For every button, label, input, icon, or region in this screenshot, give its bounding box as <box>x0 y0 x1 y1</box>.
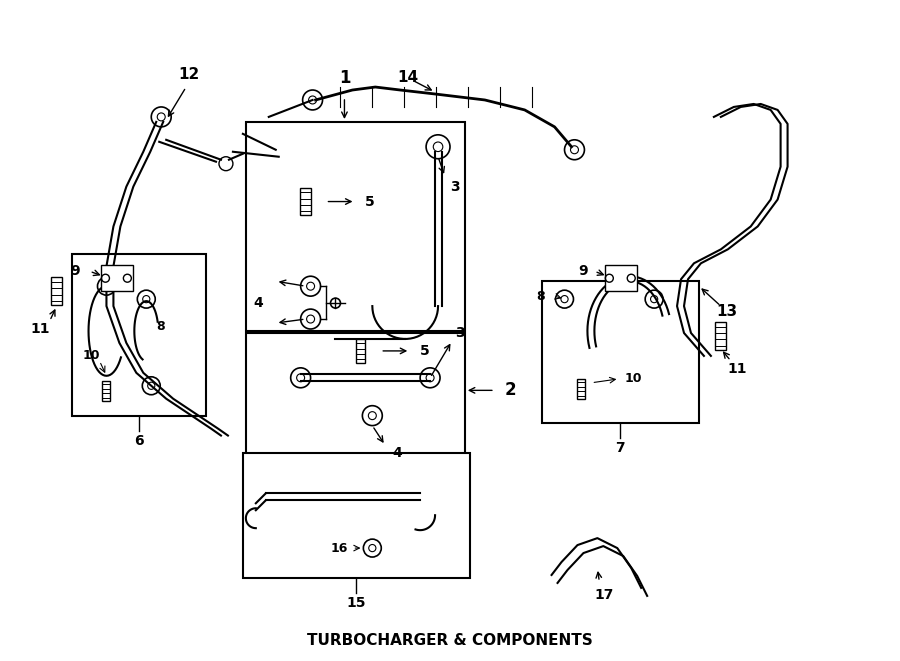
Text: 10: 10 <box>83 350 100 362</box>
Bar <box>246 333 465 461</box>
Text: 6: 6 <box>134 434 144 447</box>
Text: 5: 5 <box>420 344 430 358</box>
Text: 8: 8 <box>157 319 165 332</box>
FancyBboxPatch shape <box>102 265 133 291</box>
FancyBboxPatch shape <box>606 265 637 291</box>
Text: 4: 4 <box>392 446 402 461</box>
Bar <box>72 254 206 416</box>
Bar <box>243 453 470 578</box>
Bar <box>542 281 699 422</box>
Text: 2: 2 <box>505 381 517 399</box>
Text: 14: 14 <box>398 69 418 85</box>
FancyBboxPatch shape <box>356 339 365 363</box>
Text: 11: 11 <box>30 322 50 336</box>
Text: 7: 7 <box>616 440 625 455</box>
Text: 3: 3 <box>450 180 460 194</box>
Bar <box>246 122 465 331</box>
Text: 16: 16 <box>331 541 348 555</box>
Text: 9: 9 <box>578 264 588 278</box>
Text: 13: 13 <box>716 303 737 319</box>
Text: 11: 11 <box>727 362 746 376</box>
FancyBboxPatch shape <box>578 379 585 399</box>
Text: 4: 4 <box>253 296 263 310</box>
Text: 9: 9 <box>70 264 79 278</box>
Text: 12: 12 <box>178 67 200 81</box>
FancyBboxPatch shape <box>51 277 62 305</box>
Text: 10: 10 <box>625 372 642 385</box>
Text: 3: 3 <box>455 326 464 340</box>
Text: 15: 15 <box>346 596 366 610</box>
Text: TURBOCHARGER & COMPONENTS: TURBOCHARGER & COMPONENTS <box>307 633 593 648</box>
Text: 8: 8 <box>536 290 544 303</box>
Text: 1: 1 <box>338 69 350 87</box>
Text: 5: 5 <box>365 194 375 208</box>
Text: 17: 17 <box>595 588 614 602</box>
FancyBboxPatch shape <box>716 322 726 350</box>
FancyBboxPatch shape <box>300 188 311 215</box>
FancyBboxPatch shape <box>103 381 111 401</box>
